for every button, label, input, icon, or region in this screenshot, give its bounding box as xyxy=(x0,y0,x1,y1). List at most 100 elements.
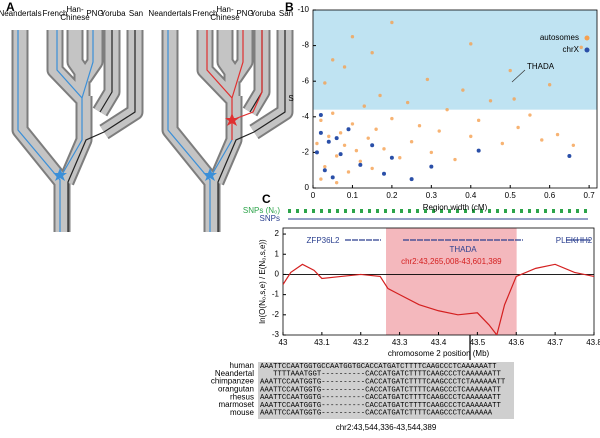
point xyxy=(350,122,355,126)
point xyxy=(331,58,335,62)
data-line xyxy=(283,263,594,335)
star xyxy=(203,168,217,181)
tree-label: San xyxy=(279,9,293,18)
x-tick-label: 43.7 xyxy=(547,338,563,347)
point xyxy=(319,118,323,123)
y-tick-label: 0 xyxy=(305,183,310,192)
tree-lineage xyxy=(167,30,233,232)
y-tick-label: -2 xyxy=(302,148,310,157)
point xyxy=(409,140,414,144)
y-axis-label: ln(O(N₀,s,e) / E(N₀,s,e)) xyxy=(258,239,267,324)
point xyxy=(476,148,481,153)
tree-label: French xyxy=(43,9,68,18)
sequence: AAATTCCAATGGTG----------CACCATGATCTTTTCA… xyxy=(260,379,506,387)
tree-label: Neandertals xyxy=(148,9,191,18)
species-name: orangutan xyxy=(218,385,254,394)
panel-label: A xyxy=(6,0,15,14)
tree-label: PNG xyxy=(86,9,103,18)
panel-label: C xyxy=(262,192,271,206)
panel-label: B xyxy=(285,0,294,14)
y-tick-label: 0 xyxy=(275,270,280,279)
point xyxy=(374,127,378,131)
x-tick-label: 43.6 xyxy=(508,338,524,347)
point xyxy=(417,124,422,128)
track-label: SNPs xyxy=(260,214,280,223)
sequence: AAATTCCAATGGTGCCAATGGTGCACCATGATCTTTTCAA… xyxy=(260,363,497,371)
x-axis-label: Region width (cM) xyxy=(423,203,488,212)
annotation-leader xyxy=(511,69,526,83)
sequence: AAATTCCAATGGTG----------CACCATGATCTTTTCA… xyxy=(260,410,493,418)
point xyxy=(528,113,532,117)
point xyxy=(389,155,394,160)
star xyxy=(225,113,239,126)
panel-a xyxy=(18,30,285,232)
point xyxy=(322,168,327,173)
point xyxy=(425,77,430,82)
point xyxy=(453,157,457,162)
x-tick-label: 0.3 xyxy=(426,191,438,200)
sequence: AAATTCCAATGGTG----------CACCATGATCTTTTCA… xyxy=(260,402,501,410)
point xyxy=(508,68,512,73)
point xyxy=(354,148,359,153)
point xyxy=(382,171,386,176)
species-name: rhesus xyxy=(230,392,254,401)
species-name: Neandertal xyxy=(215,369,254,378)
x-tick-label: 43.8 xyxy=(586,338,600,347)
tree-label: Han-Chinese xyxy=(210,5,240,22)
point xyxy=(512,97,516,101)
point xyxy=(469,42,473,46)
x-tick-label: 0.1 xyxy=(347,191,359,200)
point xyxy=(314,150,319,155)
y-tick-label: 2 xyxy=(275,229,280,238)
point xyxy=(326,139,331,144)
tree-label: French xyxy=(193,9,218,18)
point xyxy=(382,147,386,151)
y-tick-label: -3 xyxy=(272,330,280,339)
highlight-band xyxy=(313,10,597,110)
point xyxy=(334,136,339,141)
point xyxy=(390,116,394,121)
species-name: mouse xyxy=(230,408,255,417)
point xyxy=(330,175,335,180)
point xyxy=(398,156,402,160)
point xyxy=(540,138,544,142)
point xyxy=(378,93,382,98)
species-name: chimpanzee xyxy=(211,377,255,386)
track-label: SNPs (N₀) xyxy=(243,206,280,215)
point xyxy=(315,141,319,146)
point xyxy=(327,134,331,139)
y-tick-label: 1 xyxy=(275,249,280,258)
species-name: human xyxy=(230,361,254,370)
point xyxy=(342,143,347,147)
legend-marker xyxy=(584,35,590,41)
point xyxy=(579,45,583,50)
point xyxy=(318,113,323,118)
x-tick-label: 43 xyxy=(279,338,288,347)
point xyxy=(346,127,351,132)
point xyxy=(409,177,414,182)
x-tick-label: 0.6 xyxy=(544,191,556,200)
y-tick-label: -1 xyxy=(272,290,280,299)
plot-frame xyxy=(312,9,598,189)
x-tick-label: 43.4 xyxy=(431,338,447,347)
point xyxy=(429,164,434,169)
highlight-label: chr2:43,265,008-43,601,389 xyxy=(401,257,502,266)
point xyxy=(516,125,520,130)
tree-lineage xyxy=(17,30,94,232)
annotation: THADA xyxy=(527,62,555,71)
gene-label: PLEKHH2 xyxy=(556,236,593,245)
x-axis-label: chromosome 2 position (Mb) xyxy=(388,349,490,358)
point xyxy=(555,132,560,137)
alignment-box xyxy=(258,362,514,419)
highlight-region xyxy=(386,228,517,335)
legend-marker xyxy=(584,47,590,53)
point xyxy=(358,159,363,163)
x-tick-label: 43.5 xyxy=(470,338,486,347)
point xyxy=(567,153,572,158)
tree-label: San xyxy=(129,9,143,18)
species-name: marmoset xyxy=(218,400,254,409)
point xyxy=(338,131,343,135)
x-tick-label: 43.2 xyxy=(353,338,369,347)
point xyxy=(358,162,363,167)
